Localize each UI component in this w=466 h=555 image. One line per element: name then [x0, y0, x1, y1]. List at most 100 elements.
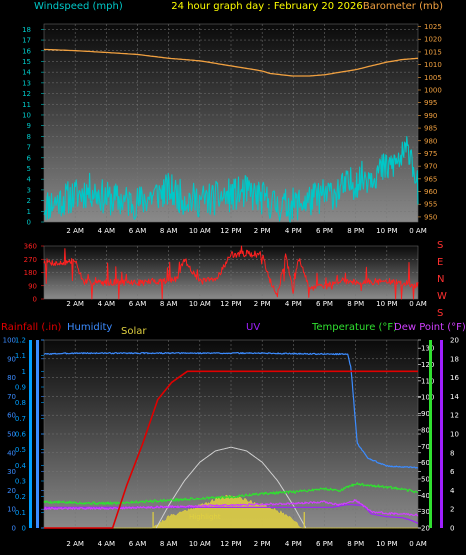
- barometer-tick-label: 990: [424, 112, 437, 120]
- humidity-tick-label: 30: [7, 468, 16, 476]
- humidity-tick-label: 10: [7, 506, 16, 514]
- barometer-tick-label: 1000: [424, 87, 442, 95]
- rain-tick-label: 0.9: [15, 384, 26, 392]
- compass-label-s-top: S: [437, 240, 443, 251]
- series-temperature-f: [43, 482, 419, 506]
- temperature-tick-label: 70: [421, 443, 430, 451]
- rain-tick-label: 1.1: [15, 352, 26, 360]
- barometer-axis-title: Barometer (mb): [363, 1, 443, 12]
- wind-axis-title: Windspeed (mph): [34, 1, 123, 12]
- wind-tick-label: 15: [22, 58, 31, 66]
- legend-solar: Solar: [121, 326, 147, 337]
- uv-tick-label: 0: [450, 525, 454, 533]
- series-rainfall-in: [44, 370, 418, 529]
- series-humidity: [43, 352, 418, 469]
- uv-tick-label: 6: [450, 468, 455, 476]
- rain-tick-label: 0: [22, 525, 26, 533]
- temperature-tick-label: 30: [421, 508, 430, 516]
- rain-tick-label: 0.6: [15, 431, 27, 439]
- uv-tick-label: 12: [450, 412, 459, 420]
- rain-tick-label: 1: [22, 368, 26, 376]
- uv-tick-label: 14: [450, 393, 459, 401]
- time-label: 10 AM: [189, 540, 211, 548]
- temperature-tick-label: 40: [421, 492, 430, 500]
- time-label: 0 AM: [409, 300, 427, 308]
- time-label: 2 PM: [254, 540, 271, 548]
- wind-tick-label: 16: [22, 47, 31, 55]
- temperature-tick-label: 100: [421, 394, 434, 402]
- temperature-tick-label: 110: [421, 377, 434, 385]
- wind-tick-label: 12: [22, 90, 31, 98]
- time-label: 4 PM: [285, 540, 302, 548]
- uv-tick-label: 2: [450, 506, 454, 514]
- time-label: 4 AM: [98, 227, 116, 235]
- time-label: 4 PM: [285, 300, 302, 308]
- temperature-axis-bar: [429, 340, 432, 528]
- barometer-tick-label: 1020: [424, 36, 442, 44]
- wind-tick-label: 2: [27, 197, 31, 205]
- rain-tick-label: 0.2: [15, 493, 26, 501]
- time-label: 2 AM: [66, 540, 84, 548]
- rain-axis-bar: [29, 340, 32, 528]
- direction-tick-label: 90: [28, 282, 37, 290]
- time-label: 8 PM: [347, 227, 364, 235]
- humidity-tick-label: 0: [12, 525, 16, 533]
- compass-labels: S E N W S: [437, 240, 447, 319]
- series-barometer-mb: [43, 48, 419, 77]
- time-label: 12 PM: [220, 540, 241, 548]
- wind-tick-label: 17: [22, 37, 31, 45]
- direction-tick-label: 270: [24, 256, 37, 264]
- compass-label-e: E: [437, 257, 443, 268]
- barometer-tick-label: 1015: [424, 48, 442, 56]
- wind-tick-label: 4: [27, 176, 32, 184]
- uv-tick-label: 8: [450, 449, 454, 457]
- temperature-tick-label: 50: [421, 475, 430, 483]
- time-label: 8 AM: [160, 300, 178, 308]
- uv-axis-bar: [440, 340, 443, 528]
- time-label: 6 PM: [316, 300, 333, 308]
- time-label: 6 PM: [316, 227, 333, 235]
- wind-tick-label: 10: [22, 111, 31, 119]
- uv-tick-label: 18: [450, 355, 459, 363]
- barometer-tick-label: 965: [424, 175, 437, 183]
- time-label: 2 PM: [254, 227, 271, 235]
- wind-tick-label: 5: [27, 165, 31, 173]
- wind-tick-label: 9: [27, 122, 31, 130]
- time-label: 4 PM: [285, 227, 302, 235]
- legend-rainfall: Rainfall (.in): [1, 322, 62, 333]
- wind-tick-label: 1: [27, 208, 31, 216]
- time-label: 2 AM: [66, 227, 84, 235]
- barometer-tick-label: 975: [424, 150, 437, 158]
- compass-label-s-bottom: S: [437, 308, 443, 319]
- barometer-tick-label: 1025: [424, 23, 442, 31]
- rain-tick-label: 0.8: [15, 399, 26, 407]
- barometer-tick-label: 1010: [424, 61, 442, 69]
- rain-tick-label: 0.5: [15, 446, 26, 454]
- temperature-tick-label: 120: [421, 361, 434, 369]
- wind-tick-label: 14: [22, 69, 31, 77]
- series-windspeed-mph: [43, 136, 419, 223]
- chart-title: 24 hour graph day : February 20 2026: [171, 1, 362, 12]
- legend-humidity: Humidity: [67, 322, 112, 333]
- humidity-tick-label: 50: [7, 431, 16, 439]
- barometer-tick-label: 995: [424, 99, 437, 107]
- time-label: 12 PM: [220, 227, 241, 235]
- temperature-tick-label: 20: [421, 525, 430, 533]
- time-label: 0 AM: [409, 540, 427, 548]
- time-label: 6 PM: [316, 540, 333, 548]
- wind-tick-label: 8: [27, 133, 31, 141]
- humidity-tick-label: 100: [3, 337, 16, 345]
- time-label: 10 AM: [189, 300, 211, 308]
- rain-tick-label: 0.4: [15, 462, 27, 470]
- time-label: 4 AM: [98, 540, 116, 548]
- wind-tick-label: 13: [22, 79, 31, 87]
- time-label: 12 PM: [220, 300, 241, 308]
- time-label: 4 AM: [98, 300, 116, 308]
- legend-temperature: Temperature (°F): [311, 322, 397, 333]
- humidity-tick-label: 20: [7, 487, 16, 495]
- barometer-tick-label: 985: [424, 125, 437, 133]
- time-label: 6 AM: [129, 227, 147, 235]
- series-uv: [44, 504, 419, 524]
- axis-bars: [29, 340, 443, 528]
